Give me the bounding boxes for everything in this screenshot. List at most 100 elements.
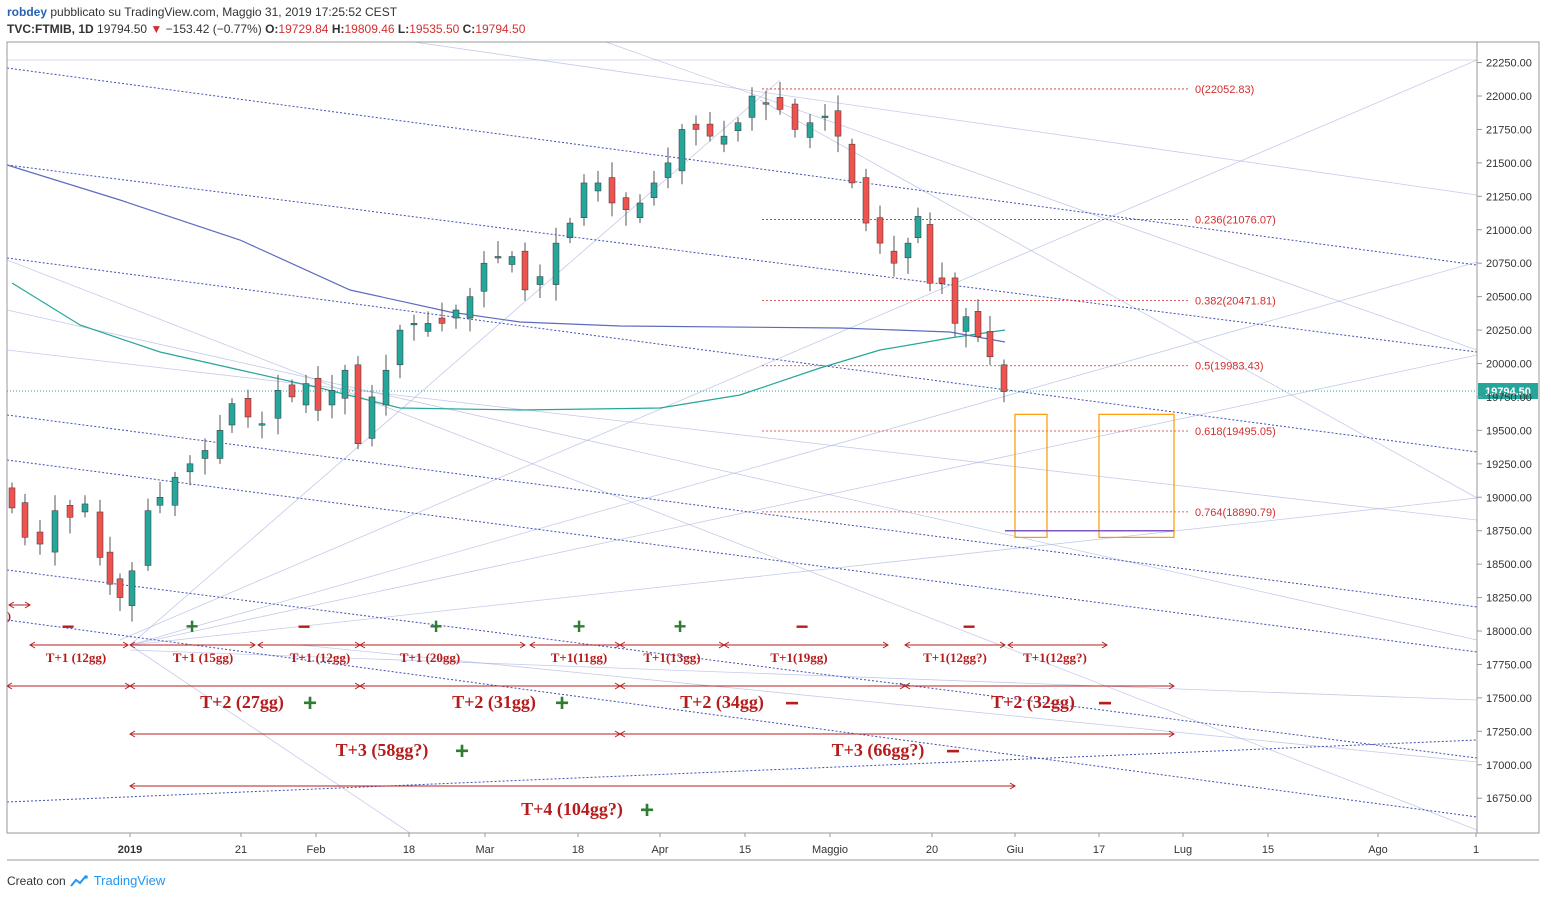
candle-body [974, 311, 982, 337]
candle-body [938, 277, 946, 284]
last-price-badge [1478, 382, 1538, 399]
t1-arrow-head [519, 641, 526, 649]
t2-label: T+2 (32gg) [991, 692, 1075, 713]
x-tick-label: Giu [1006, 844, 1023, 856]
candle [938, 262, 946, 294]
high-label: H: [331, 22, 345, 36]
fan-line [299, 644, 1477, 763]
candle-body [368, 396, 376, 439]
candle-body [678, 129, 686, 172]
x-tick-label: Feb [307, 844, 326, 856]
candle-body [96, 511, 104, 558]
candle-body [66, 505, 74, 518]
candle [274, 374, 282, 435]
tradingview-brand-link[interactable]: TradingView [93, 873, 166, 888]
candle-body [876, 217, 884, 244]
candle [904, 237, 912, 274]
cycle-annotations: ) T+1 (12gg) T+1 (15gg) T+1 (12gg) T+1 (20gg… [6, 601, 1175, 824]
candle [186, 455, 194, 486]
candle-body [466, 296, 474, 319]
candle [201, 438, 209, 475]
fan-line [129, 649, 1477, 701]
candle [382, 354, 390, 416]
projection-boxes [1005, 413, 1175, 538]
candle [116, 573, 124, 611]
candle [328, 374, 336, 419]
trend-channels [7, 42, 1477, 833]
candle-body [354, 364, 362, 444]
candle [8, 482, 16, 514]
candle-body [776, 97, 784, 110]
candle [438, 302, 446, 332]
fib-level-label: 0.5(19983.43) [1195, 361, 1264, 373]
candle [171, 471, 179, 516]
candle [21, 493, 29, 546]
x-tick-label: 15 [1262, 844, 1274, 856]
x-tick-label: 21 [235, 844, 247, 856]
candle-body [452, 309, 460, 319]
candle [876, 205, 884, 254]
candle-body [748, 95, 756, 118]
candle [36, 519, 44, 555]
t1-arrow-tail [723, 641, 730, 649]
candle [508, 251, 516, 273]
y-tick-label: 17250.00 [1486, 726, 1532, 738]
candle [580, 174, 588, 226]
fib-level-label: 0(22052.83) [1195, 84, 1254, 96]
candle [354, 356, 362, 450]
close-label: C: [462, 22, 476, 36]
candle [862, 168, 870, 232]
partial-cycle-label: ) [7, 609, 11, 623]
y-tick-label: 20500.00 [1486, 292, 1532, 304]
x-tick-label: Ago [1368, 844, 1388, 856]
last-price-label: 19794.50 [1485, 386, 1531, 398]
publish-date: pubblicato su TradingView.com, Maggio 31… [50, 5, 398, 19]
fib-level-label: 0.236(21076.07) [1195, 215, 1276, 227]
y-tick-label: 20000.00 [1486, 359, 1532, 371]
channel-line [7, 164, 1477, 353]
t1-arrow-head [999, 641, 1006, 649]
y-tick-label: 20250.00 [1486, 325, 1532, 337]
candle-body [81, 503, 89, 513]
candle [452, 304, 460, 329]
candle-body [156, 497, 164, 506]
y-tick-label: 21250.00 [1486, 191, 1532, 203]
channel-line [7, 67, 1477, 266]
candle-body [314, 377, 322, 411]
candle-body [244, 398, 252, 418]
y-tick-label: 19500.00 [1486, 425, 1532, 437]
candle-body [228, 403, 236, 426]
channel-line [7, 257, 1477, 453]
y-tick-label: 22250.00 [1486, 58, 1532, 70]
t4-arrow-tail [129, 782, 136, 790]
t2-label: T+2 (27gg) [200, 692, 284, 713]
candle-body [494, 256, 502, 259]
t1-arrow-tail [529, 641, 536, 649]
projection-box [1098, 413, 1175, 538]
candle [848, 138, 856, 189]
t1-label: T+1 (12gg) [46, 650, 107, 665]
candle [66, 499, 74, 534]
candle [821, 104, 829, 131]
candle-body [580, 182, 588, 218]
candle-body [36, 531, 44, 545]
open-value: 19729.84 [278, 22, 329, 36]
candle-body [622, 197, 630, 210]
candle-body [274, 390, 282, 419]
candle [762, 90, 770, 121]
y-tick-label: 17500.00 [1486, 693, 1532, 705]
t1-sign: − [298, 614, 311, 639]
low-label: L: [397, 22, 410, 36]
y-tick-label: 19000.00 [1486, 492, 1532, 504]
candle [974, 299, 982, 343]
candle-body [734, 122, 742, 132]
candle [106, 536, 114, 595]
change-arrow-icon: ▼ [150, 22, 163, 36]
t1-label: T+1(19gg) [770, 650, 827, 665]
candle [466, 287, 474, 332]
author-name[interactable]: robdey [7, 5, 48, 19]
fan-line [129, 261, 1477, 646]
candle [156, 481, 164, 514]
candle-body [396, 329, 404, 366]
